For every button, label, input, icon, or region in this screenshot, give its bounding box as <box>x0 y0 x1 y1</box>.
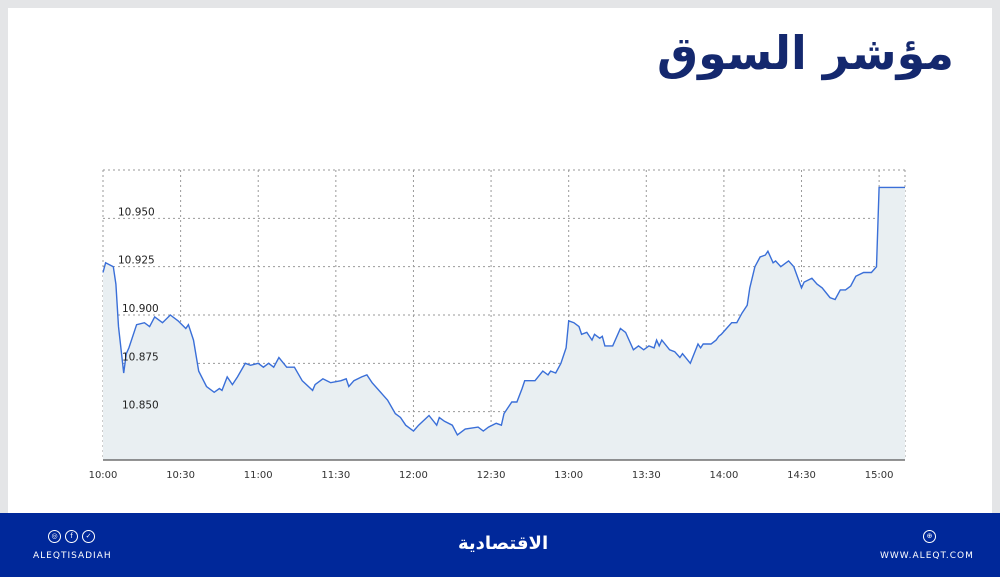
series-line <box>102 186 905 436</box>
y-tick-label: 10.950 <box>118 206 155 218</box>
website-link[interactable]: WWW.ALEQT.COM <box>880 551 974 561</box>
market-index-chart: 10.950 10.925 10.900 10.875 10.850 10:00 10:3… <box>89 169 906 481</box>
social-handle: ALEQTISADIAH <box>33 551 112 561</box>
x-tick-label: 12:00 <box>399 470 428 481</box>
x-tick-label: 11:00 <box>244 470 273 481</box>
logo: الاقتصادية <box>458 533 549 554</box>
social-icons: ◎ f ✓ <box>48 530 95 543</box>
y-tick-label: 10.925 <box>118 255 155 267</box>
instagram-icon[interactable]: ◎ <box>48 530 61 543</box>
y-tick-labels: 10.950 10.925 10.900 10.875 10.850 <box>118 206 159 411</box>
page-title: مؤشر السوق <box>656 26 955 80</box>
y-tick-label: 10.875 <box>122 351 159 363</box>
y-tick-label: 10.900 <box>122 303 159 315</box>
x-tick-label: 14:30 <box>787 470 816 481</box>
x-tick-label: 10:00 <box>89 470 118 481</box>
y-tick-label: 10.850 <box>122 400 159 412</box>
footer: ◎ f ✓ ALEQTISADIAH الاقتصادية ⊕ WWW.ALEQ… <box>0 513 1000 577</box>
x-tick-label: 15:00 <box>865 470 894 481</box>
x-tick-labels: 10:00 10:30 11:00 11:30 12:00 12:30 13:00 13:30… <box>89 470 894 481</box>
x-tick-label: 12:30 <box>477 470 506 481</box>
series-area <box>103 187 905 460</box>
x-tick-label: 10:30 <box>166 470 195 481</box>
x-tick-label: 14:00 <box>709 470 738 481</box>
twitter-icon[interactable]: ✓ <box>82 530 95 543</box>
x-tick-label: 11:30 <box>321 470 350 481</box>
globe-icon: ⊕ <box>923 530 936 543</box>
x-tick-label: 13:30 <box>632 470 661 481</box>
facebook-icon[interactable]: f <box>65 530 78 543</box>
x-tick-label: 13:00 <box>554 470 583 481</box>
